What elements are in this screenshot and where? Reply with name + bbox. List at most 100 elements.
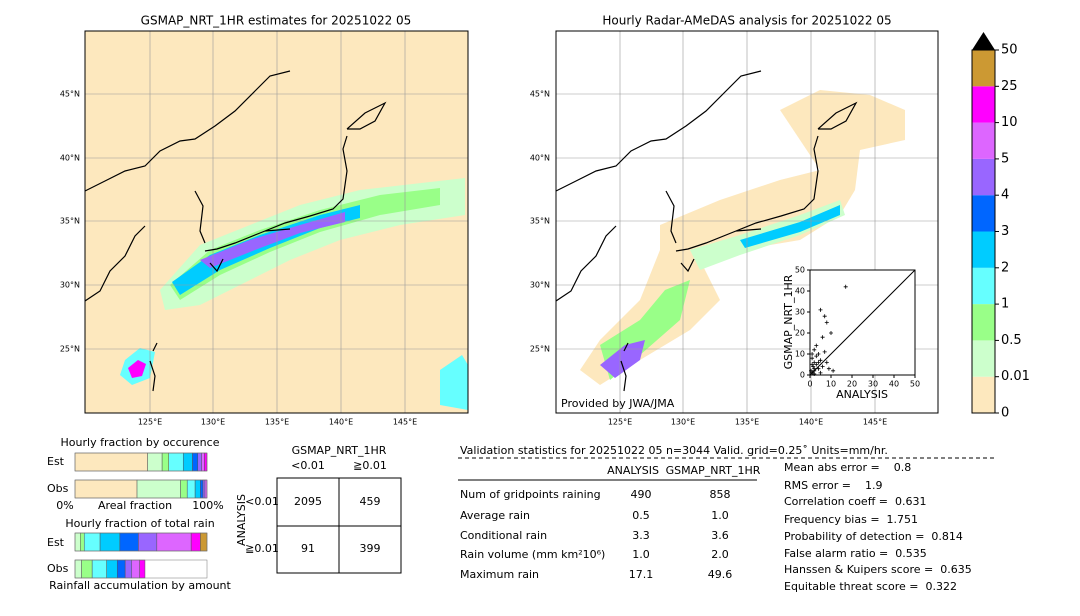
scatter-point	[843, 284, 848, 289]
rain-area	[128, 360, 146, 378]
y-tick-label: 10	[795, 350, 805, 359]
fraction-segment	[80, 532, 85, 552]
colorbar-label: 0.01	[1001, 369, 1030, 384]
fraction-segment	[81, 559, 93, 579]
cell: 399	[360, 542, 381, 555]
lat-label: 30°N	[530, 281, 550, 290]
cell: 49.6	[708, 568, 733, 581]
row-axis: ANALYSIS	[235, 494, 248, 546]
scatter-point	[810, 362, 815, 367]
lon-label: 130°E	[201, 418, 225, 427]
col-header: GSMAP_NRT_1HR	[666, 464, 761, 477]
lon-label: 130°E	[671, 418, 695, 427]
bar-frame	[74, 559, 208, 579]
colorbar-label: 3	[1001, 224, 1009, 239]
fraction-segment	[204, 479, 208, 499]
fraction-segment	[131, 559, 140, 579]
x-tick-label: 40	[889, 380, 899, 389]
y-axis-label: GSMAP_NRT_1HR	[782, 274, 795, 369]
colorbar-extend	[972, 32, 995, 50]
lat-label: 45°N	[530, 90, 550, 99]
row-label: Est	[47, 536, 65, 549]
cell: 858	[710, 488, 731, 501]
fraction-segment	[190, 532, 201, 552]
scatter-point	[820, 364, 825, 369]
panel-footer: Rainfall accumulation by amount	[49, 579, 231, 592]
colorbar-label: 2	[1001, 260, 1009, 275]
fraction-segment	[74, 532, 81, 552]
rain-area	[600, 340, 645, 378]
lon-label: 135°E	[265, 418, 289, 427]
colorbar-bin	[972, 231, 995, 268]
colorbar-bin	[972, 267, 995, 305]
fraction-segment	[186, 479, 196, 499]
rain-area	[740, 205, 840, 248]
fraction-segment	[74, 452, 148, 472]
scatter-point	[822, 314, 827, 319]
lon-label: 140°E	[329, 418, 353, 427]
fraction-segment	[194, 479, 201, 499]
colorbar-label: 50	[1001, 43, 1018, 58]
scatter-point	[812, 371, 817, 376]
scatter-point	[829, 331, 833, 335]
fraction-segment	[147, 452, 163, 472]
scatter-point	[809, 368, 814, 373]
lat-label: 35°N	[60, 217, 80, 226]
lat-label: 40°N	[60, 154, 80, 163]
fraction-segment	[106, 559, 118, 579]
scatter-point	[826, 366, 831, 371]
fraction-segment	[139, 559, 146, 579]
lat-label: 25°N	[60, 345, 80, 354]
scatter-point	[818, 358, 823, 363]
colorbar-label: 4	[1001, 188, 1009, 203]
cell: 3.6	[711, 529, 729, 542]
fraction-segment	[201, 452, 205, 472]
rain-area	[440, 355, 468, 410]
colorbar-bin	[972, 50, 995, 87]
scatter-point	[810, 356, 815, 361]
left-map	[85, 31, 468, 413]
fraction-segment	[74, 479, 138, 499]
grid	[85, 31, 468, 413]
colorbar-bin	[972, 376, 995, 413]
fraction-segment	[182, 452, 193, 472]
fraction-segment	[99, 532, 121, 552]
scatter-point	[824, 360, 829, 365]
row-header: <0.01	[245, 495, 279, 508]
lon-label: 125°E	[138, 418, 162, 427]
row-label: Obs	[47, 482, 69, 495]
fraction-segment	[74, 559, 82, 579]
score: Hanssen & Kuipers score = 0.635	[784, 563, 972, 576]
fraction-segment	[138, 532, 158, 552]
fraction-segment	[83, 532, 101, 552]
x-tick-label: 10	[826, 380, 836, 389]
fraction-segment	[204, 452, 208, 472]
row-label: Num of gridpoints raining	[460, 488, 601, 501]
scatter-point	[812, 360, 817, 365]
lon-label: 145°E	[863, 418, 887, 427]
score: Frequency bias = 1.751	[784, 513, 918, 526]
col-header: ≧0.01	[353, 459, 387, 472]
row-label: Est	[47, 455, 65, 468]
score: Mean abs error = 0.8	[784, 461, 911, 474]
score: Equitable threat score = 0.322	[784, 580, 957, 593]
colorbar-label: 0.5	[1001, 333, 1022, 348]
cell: 490	[631, 488, 652, 501]
row-label: Average rain	[460, 509, 530, 522]
x-tick-label: 0	[807, 380, 812, 389]
row-header: ≧0.01	[245, 542, 279, 555]
lon-label: 135°E	[735, 418, 759, 427]
scatter-point	[816, 366, 821, 371]
axis-label: 100%	[192, 499, 223, 512]
cell: 459	[360, 495, 381, 508]
fraction-segment	[91, 559, 107, 579]
map-frame	[84, 30, 469, 414]
scatter-point	[810, 352, 815, 356]
row-label: Obs	[47, 562, 69, 575]
scatter-point	[816, 352, 821, 356]
scatter-point	[814, 354, 819, 359]
colorbar-label: 10	[1001, 115, 1018, 130]
lon-label: 145°E	[393, 418, 417, 427]
fraction-segment	[124, 559, 133, 579]
map-frame	[555, 30, 939, 414]
